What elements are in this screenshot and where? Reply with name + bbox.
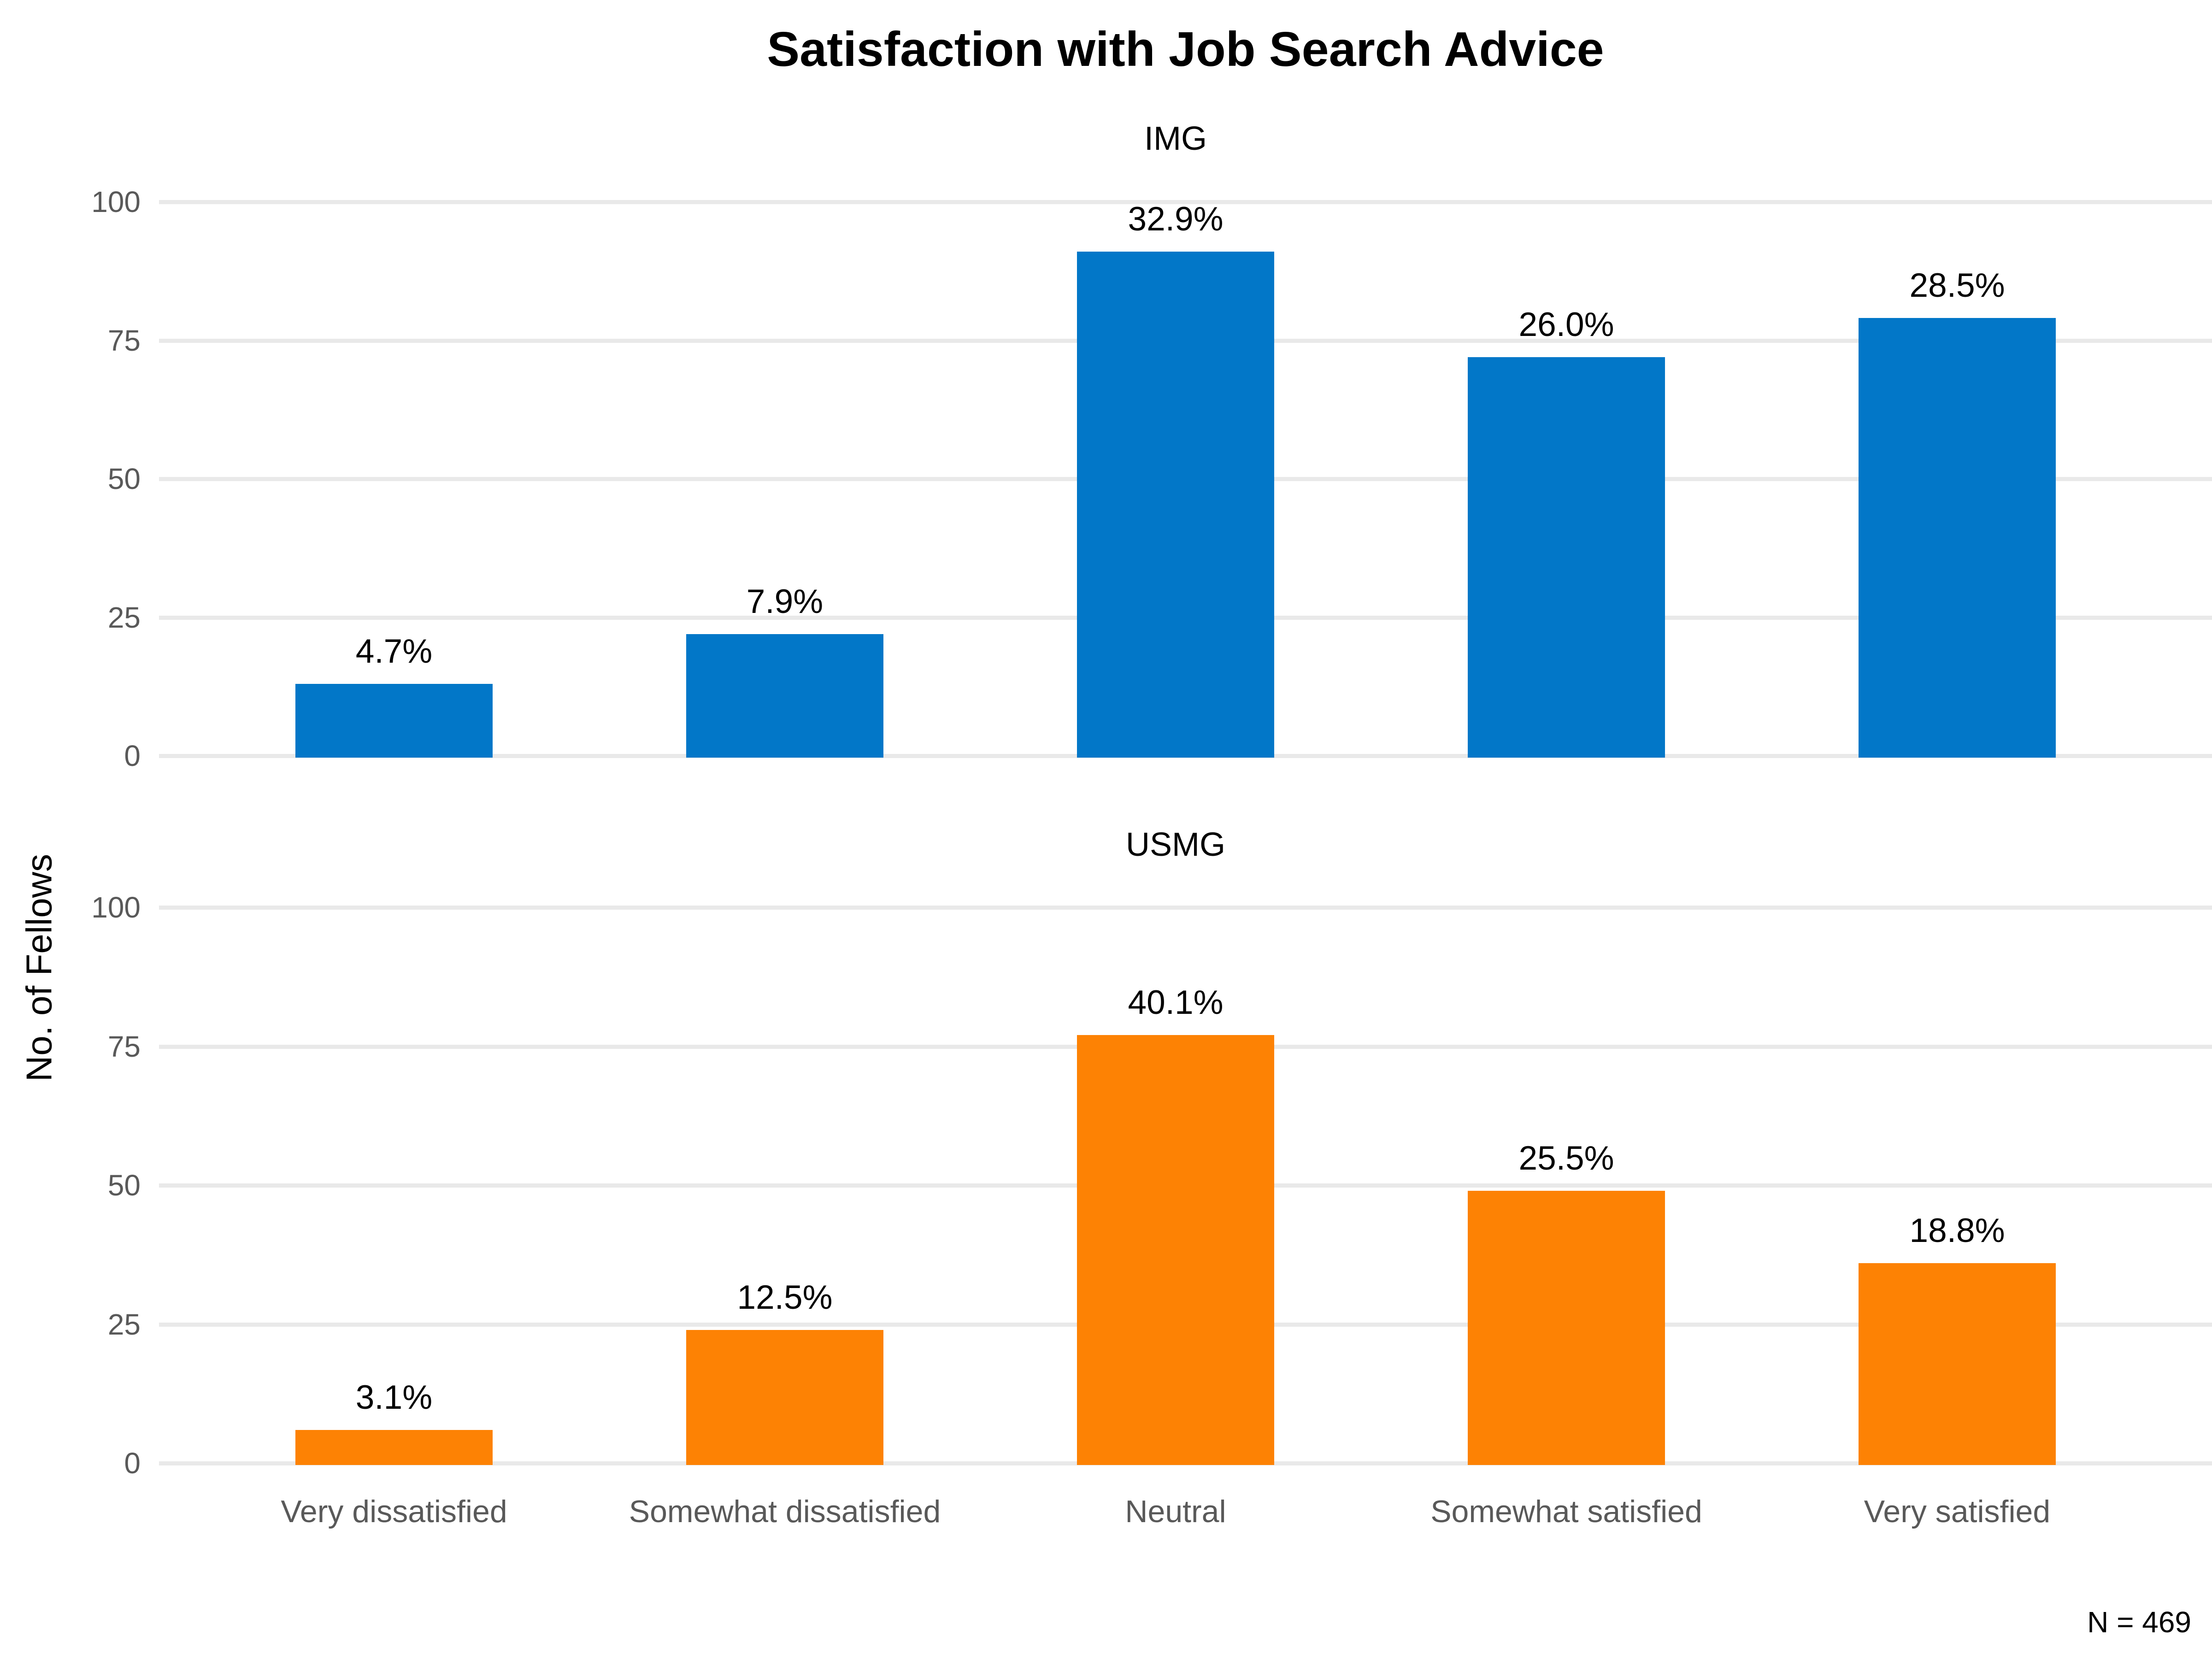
y-tick-label: 75 bbox=[107, 1030, 141, 1063]
x-category-label: Somewhat satisfied bbox=[1430, 1494, 1702, 1529]
bar-usmg-2 bbox=[686, 1330, 883, 1465]
data-label: 3.1% bbox=[355, 1378, 433, 1416]
gridline bbox=[159, 906, 2212, 910]
y-tick-label: 50 bbox=[107, 462, 141, 495]
data-label: 7.9% bbox=[746, 582, 824, 620]
x-category-label: Neutral bbox=[1125, 1494, 1226, 1529]
data-label: 26.0% bbox=[1518, 306, 1614, 343]
y-tick-label: 50 bbox=[107, 1169, 141, 1202]
bar-img-1 bbox=[295, 683, 493, 758]
data-label: 32.9% bbox=[1128, 200, 1224, 238]
chart-title: Satisfaction with Job Search Advice bbox=[767, 22, 1604, 76]
y-tick-label: 25 bbox=[107, 1307, 141, 1341]
bar-img-5 bbox=[1859, 318, 2056, 758]
y-tick-label: 0 bbox=[124, 1447, 141, 1480]
bar-usmg-5 bbox=[1859, 1263, 2056, 1465]
x-category-label: Very dissatisfied bbox=[281, 1494, 507, 1529]
data-label: 12.5% bbox=[737, 1278, 833, 1316]
gridline bbox=[159, 200, 2212, 204]
bar-usmg-4 bbox=[1468, 1191, 1665, 1465]
data-label: 25.5% bbox=[1518, 1140, 1614, 1177]
bar-usmg-1 bbox=[295, 1430, 493, 1465]
sample-size-note: N = 469 bbox=[2087, 1606, 2191, 1639]
data-label: 40.1% bbox=[1128, 984, 1224, 1022]
y-tick-label: 100 bbox=[91, 185, 141, 218]
y-tick-label: 25 bbox=[107, 600, 141, 634]
bar-img-2 bbox=[686, 634, 883, 758]
facet-label-img: IMG bbox=[1144, 120, 1207, 157]
data-label: 28.5% bbox=[1909, 267, 2005, 305]
bar-img-3 bbox=[1077, 252, 1274, 758]
data-label: 4.7% bbox=[355, 632, 433, 670]
y-tick-label: 75 bbox=[107, 324, 141, 357]
bar-usmg-3 bbox=[1077, 1035, 1274, 1465]
y-tick-label: 100 bbox=[91, 891, 141, 924]
data-label: 18.8% bbox=[1909, 1212, 2005, 1249]
x-category-label: Very satisfied bbox=[1864, 1494, 2051, 1529]
facet-label-usmg: USMG bbox=[1126, 826, 1225, 863]
x-category-label: Somewhat dissatisfied bbox=[629, 1494, 941, 1529]
bar-img-4 bbox=[1468, 357, 1665, 758]
y-tick-label: 0 bbox=[124, 739, 141, 772]
